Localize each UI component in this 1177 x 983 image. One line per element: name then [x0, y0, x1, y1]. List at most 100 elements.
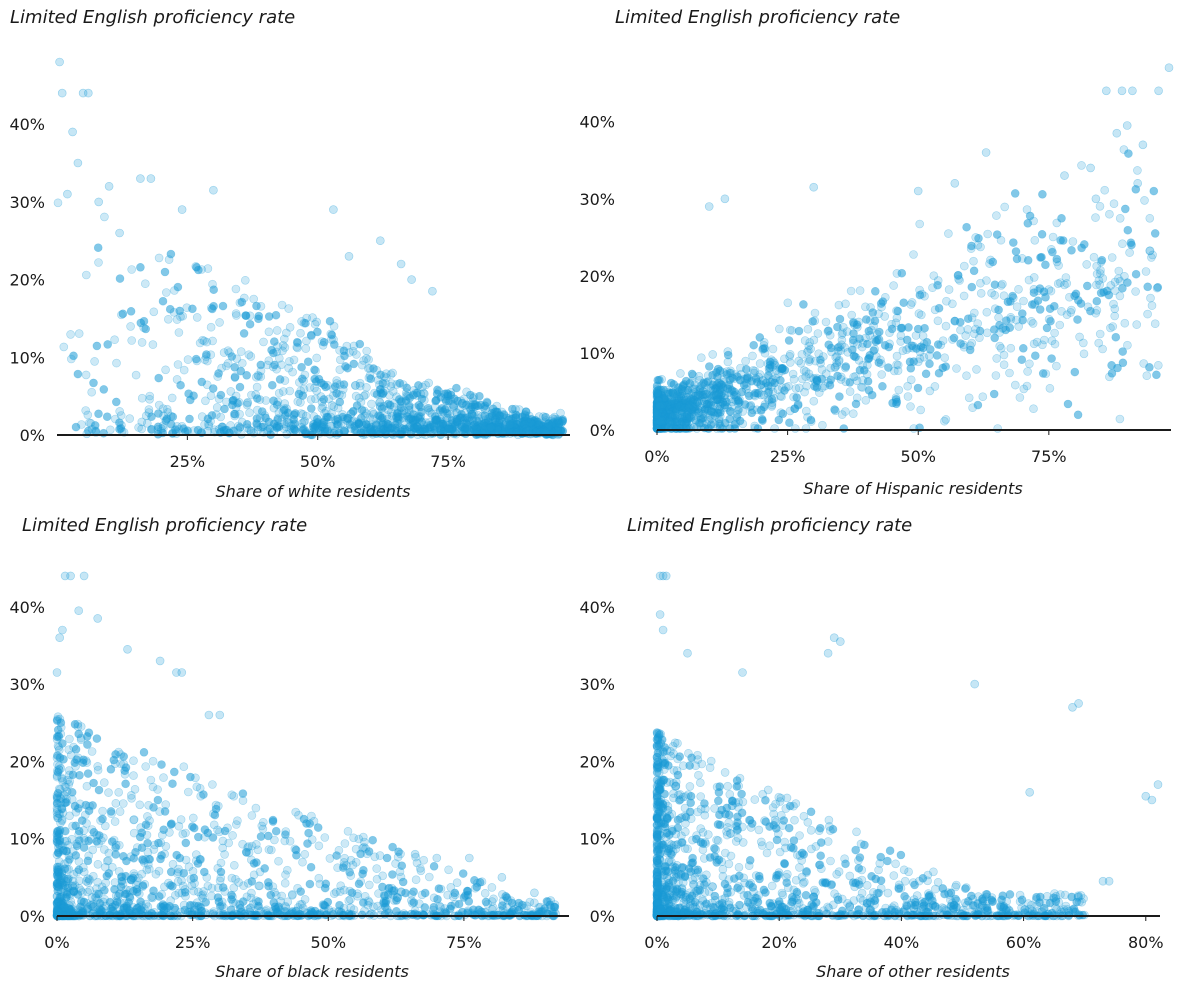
data-point [1108, 322, 1118, 331]
chart-panel-black: Limited English proficiency rate 0% 25% 50… [0, 500, 588, 983]
data-point [246, 893, 256, 903]
data-point [312, 317, 322, 327]
data-point [58, 777, 68, 786]
data-point [327, 330, 337, 340]
data-point [359, 406, 369, 416]
data-point [1110, 277, 1120, 287]
data-point [166, 249, 176, 259]
data-point [379, 896, 389, 906]
data-point [153, 795, 163, 805]
data-point [1060, 280, 1069, 290]
data-point [209, 820, 219, 830]
data-point [1075, 332, 1084, 342]
data-point [505, 420, 515, 429]
data-point [249, 294, 258, 304]
data-point [808, 317, 817, 326]
data-point [909, 250, 918, 259]
data-point [329, 889, 339, 899]
data-point [114, 747, 123, 757]
data-point [357, 910, 367, 920]
data-point [264, 845, 274, 854]
data-point [1107, 253, 1117, 262]
data-point [214, 801, 223, 811]
data-point [126, 322, 135, 331]
data-point [55, 809, 65, 819]
data-point [189, 873, 199, 883]
data-point [247, 390, 256, 400]
data-point [57, 815, 67, 824]
data-point [855, 286, 865, 295]
data-point [1061, 901, 1071, 911]
data-point [277, 415, 287, 425]
data-point [492, 401, 502, 411]
data-point [754, 825, 764, 835]
data-point [925, 345, 935, 354]
data-point [253, 845, 263, 855]
data-point [726, 829, 735, 839]
data-point [339, 861, 349, 871]
data-point [675, 795, 684, 805]
data-point [127, 336, 136, 345]
data-point [238, 789, 248, 798]
data-point [174, 328, 184, 337]
data-point [434, 387, 444, 396]
data-point [52, 732, 62, 742]
data-point [81, 370, 91, 380]
data-point [933, 280, 942, 290]
data-point [82, 732, 92, 741]
data-point [367, 399, 376, 409]
data-point [969, 266, 979, 276]
data-point [955, 317, 965, 327]
data-point [332, 851, 341, 860]
data-point [184, 787, 193, 797]
data-point [184, 862, 194, 872]
data-point [866, 303, 875, 312]
data-point [861, 333, 871, 343]
data-point [1147, 253, 1156, 262]
data-point [407, 890, 417, 899]
data-point [81, 800, 91, 810]
data-point [335, 887, 345, 896]
data-point [219, 348, 229, 357]
data-point [874, 309, 884, 319]
data-point [287, 890, 297, 900]
data-point [740, 400, 750, 409]
data-point [826, 343, 836, 353]
data-point [1030, 351, 1040, 361]
data-point [687, 753, 696, 763]
data-point [344, 896, 354, 906]
data-point [93, 762, 102, 771]
data-point [345, 348, 354, 357]
data-point [903, 381, 913, 391]
data-point [511, 412, 521, 422]
data-point [1019, 296, 1028, 306]
data-point [206, 322, 216, 332]
data-point [857, 342, 867, 352]
data-point [208, 384, 218, 393]
data-point [130, 784, 140, 794]
data-point [120, 889, 130, 899]
data-point [244, 350, 254, 360]
data-point [961, 331, 971, 340]
data-point [1078, 338, 1088, 348]
data-point [520, 420, 530, 429]
data-point [726, 368, 735, 378]
data-point [125, 414, 134, 423]
data-point [804, 355, 813, 364]
data-point [664, 761, 673, 770]
data-point [915, 290, 925, 300]
data-point [129, 815, 138, 825]
data-point [281, 328, 291, 338]
data-point [722, 397, 731, 407]
data-point [350, 381, 360, 390]
data-point [733, 833, 743, 843]
data-point [247, 888, 256, 898]
data-point [154, 373, 163, 383]
data-point [849, 329, 858, 338]
data-point [686, 413, 696, 423]
data-point [160, 807, 170, 816]
data-point [166, 880, 175, 890]
y-tick-label: 20% [579, 267, 615, 286]
data-point [354, 879, 364, 889]
data-point [230, 409, 239, 419]
